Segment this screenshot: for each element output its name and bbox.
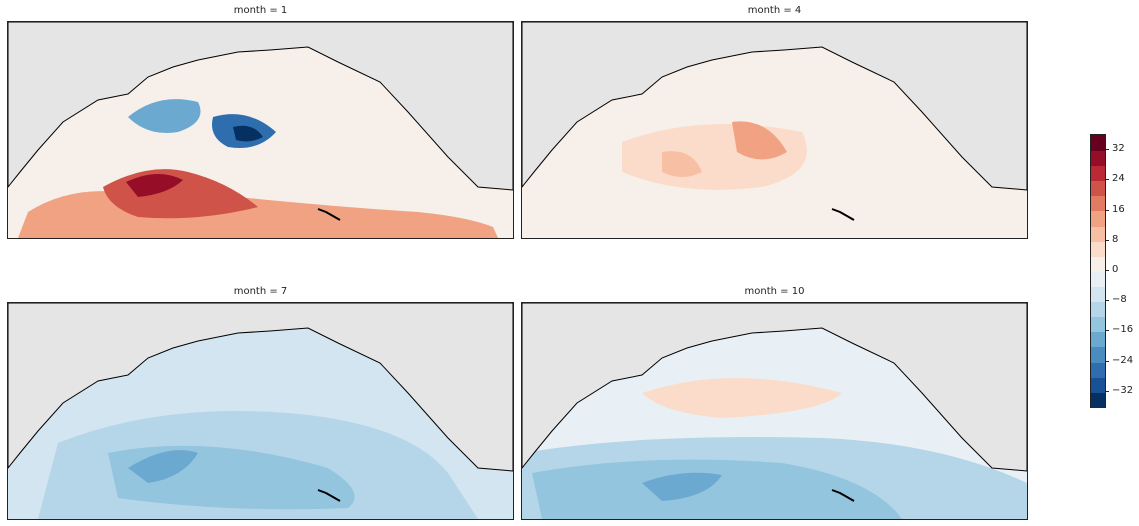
colorbar-segment <box>1091 286 1105 303</box>
colorbar-segment <box>1091 180 1105 197</box>
colorbar-tick <box>1105 390 1109 392</box>
colorbar-segment <box>1091 391 1105 408</box>
colorbar-segment <box>1091 210 1105 227</box>
colorbar-tick-label: −24 <box>1112 354 1134 366</box>
colorbar-tick <box>1105 179 1109 181</box>
colorbar-tick <box>1105 330 1109 332</box>
colorbar-tick-label: 8 <box>1112 233 1119 245</box>
colorbar-tick-label: 32 <box>1112 143 1125 155</box>
colorbar-segment <box>1091 316 1105 333</box>
colorbar-tick-label: −8 <box>1112 294 1127 306</box>
colorbar-segment <box>1091 165 1105 182</box>
map-panel-month-7 <box>7 302 514 520</box>
colorbar-segment <box>1091 346 1105 363</box>
colorbar-tick-label: −32 <box>1112 384 1134 396</box>
panel-title-month-4: month = 4 <box>747 5 802 16</box>
colorbar-tick-label: 0 <box>1112 264 1119 275</box>
map-panel-month-4 <box>521 21 1028 239</box>
colorbar-segment <box>1091 301 1105 318</box>
colorbar-tick <box>1105 360 1109 362</box>
colorbar-segment <box>1091 255 1105 272</box>
colorbar-tick-label: 24 <box>1112 173 1125 185</box>
colorbar-tick <box>1105 270 1109 271</box>
colorbar-segment <box>1091 376 1105 393</box>
colorbar <box>1090 134 1106 408</box>
colorbar-tick-label: 16 <box>1112 203 1125 215</box>
colorbar-segment <box>1091 150 1105 167</box>
panel-title-month-7: month = 7 <box>233 286 288 297</box>
colorbar-tick <box>1105 209 1109 211</box>
panel-title-month-1: month = 1 <box>233 5 288 16</box>
map-panel-month-10 <box>521 302 1028 520</box>
colorbar-tick <box>1105 149 1109 151</box>
colorbar-tick <box>1105 239 1109 241</box>
colorbar-segment <box>1091 195 1105 212</box>
colorbar-segment <box>1091 225 1105 242</box>
colorbar-segment <box>1091 240 1105 257</box>
panel-title-month-10: month = 10 <box>744 286 805 297</box>
colorbar-segment <box>1091 361 1105 378</box>
map-panel-month-1 <box>7 21 514 239</box>
colorbar-tick <box>1105 300 1109 302</box>
colorbar-tick-label: −16 <box>1112 324 1134 336</box>
colorbar-segment <box>1091 271 1105 287</box>
colorbar-segment <box>1091 331 1105 348</box>
colorbar-segment <box>1091 135 1105 151</box>
